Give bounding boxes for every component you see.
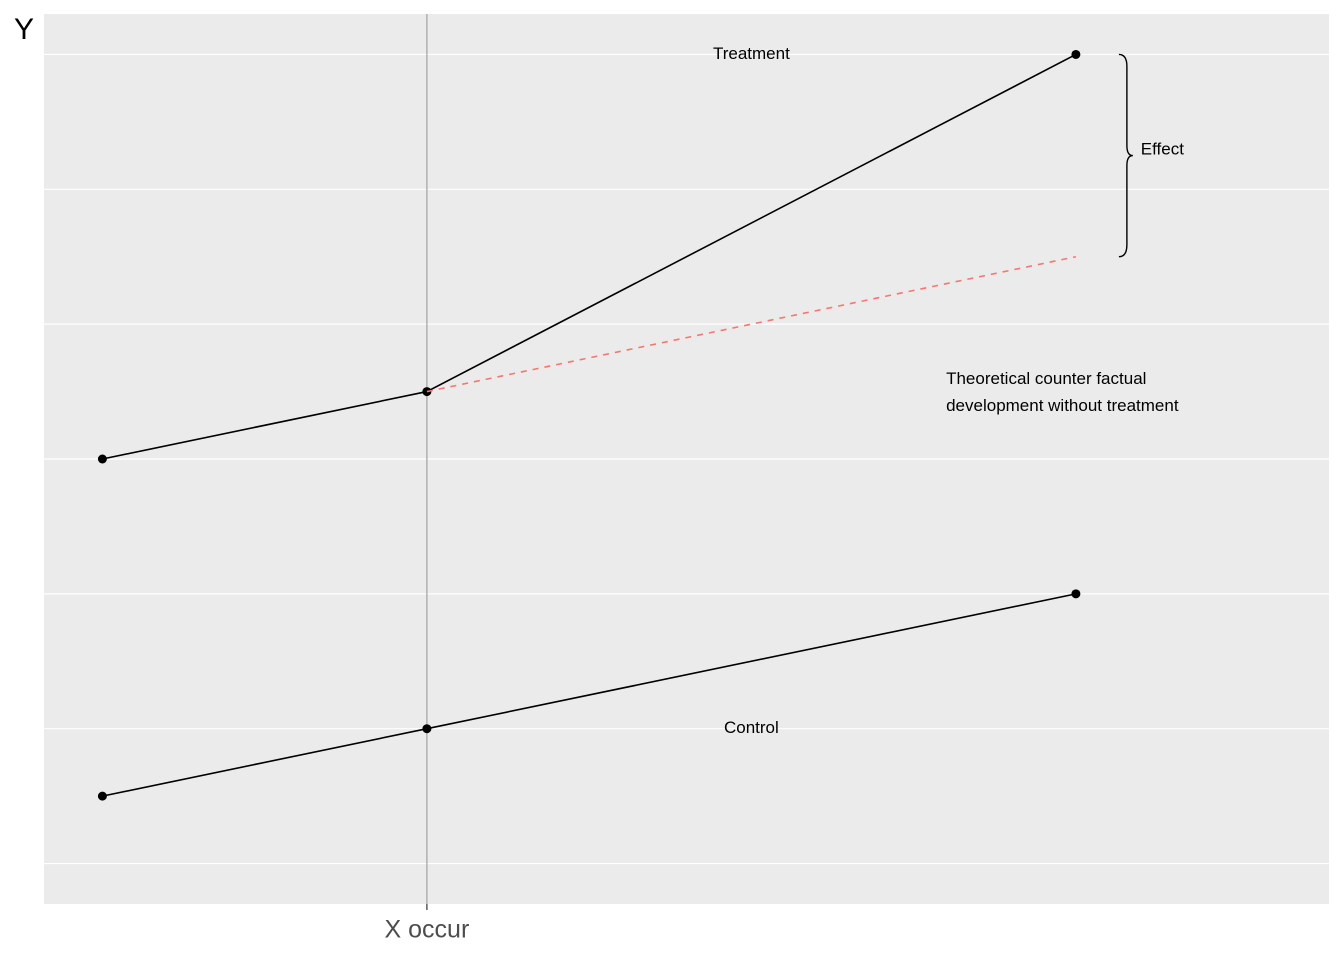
annotation: Theoretical counter factual [946, 369, 1146, 388]
annotation: development without treatment [946, 396, 1179, 415]
series-line [426, 255, 1077, 393]
point [422, 387, 432, 397]
x-tick-label: X occur [385, 916, 470, 944]
point [1071, 49, 1081, 59]
point [422, 724, 432, 734]
annotation: Control [724, 718, 779, 737]
point [97, 454, 107, 464]
point [1071, 589, 1081, 599]
effect-brace [1118, 53, 1133, 258]
annotation: Treatment [713, 44, 790, 63]
annotation: Effect [1141, 140, 1184, 159]
y-axis-label: Y [14, 13, 34, 46]
point [97, 791, 107, 801]
